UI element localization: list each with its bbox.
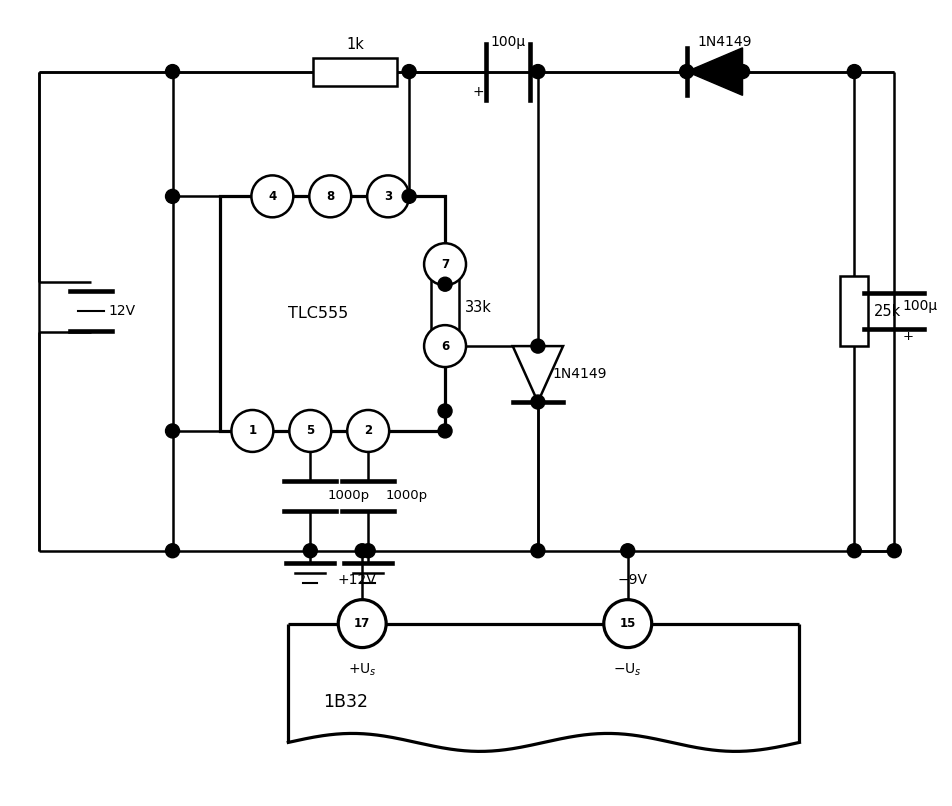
Text: 100μ: 100μ: [490, 35, 525, 48]
Text: 1N4149: 1N4149: [552, 367, 606, 381]
Text: 33k: 33k: [465, 300, 491, 314]
Text: 1B32: 1B32: [323, 693, 367, 712]
Circle shape: [338, 600, 386, 647]
Circle shape: [679, 64, 693, 78]
Text: 15: 15: [619, 617, 635, 630]
Circle shape: [166, 189, 179, 203]
Bar: [313, 57, 397, 85]
Text: 1: 1: [248, 425, 256, 438]
Circle shape: [303, 544, 317, 558]
Circle shape: [367, 176, 408, 218]
Text: +U$_s$: +U$_s$: [347, 662, 376, 678]
Text: 6: 6: [441, 339, 448, 352]
Text: 17: 17: [354, 617, 370, 630]
Circle shape: [530, 544, 545, 558]
Circle shape: [846, 544, 861, 558]
Circle shape: [886, 544, 901, 558]
Text: 4: 4: [268, 190, 276, 203]
Text: 1000p: 1000p: [385, 489, 426, 502]
Circle shape: [347, 410, 388, 452]
Text: +: +: [471, 85, 484, 98]
Circle shape: [231, 410, 273, 452]
Polygon shape: [512, 346, 563, 402]
Text: 7: 7: [441, 258, 448, 271]
Circle shape: [438, 404, 451, 418]
Text: 12V: 12V: [109, 304, 135, 318]
Circle shape: [166, 424, 179, 438]
Text: 100μ: 100μ: [902, 299, 937, 314]
Text: −9V: −9V: [617, 573, 647, 587]
Text: 5: 5: [306, 425, 314, 438]
Circle shape: [424, 243, 466, 285]
Text: −U$_s$: −U$_s$: [613, 662, 642, 678]
Circle shape: [309, 176, 351, 218]
Circle shape: [530, 64, 545, 78]
Text: 2: 2: [364, 425, 372, 438]
Circle shape: [438, 277, 451, 291]
Bar: [220, 197, 445, 431]
Circle shape: [402, 189, 416, 203]
Circle shape: [846, 64, 861, 78]
Text: +12V: +12V: [337, 573, 376, 587]
Polygon shape: [686, 48, 742, 95]
Text: 3: 3: [384, 190, 392, 203]
Circle shape: [530, 395, 545, 409]
Circle shape: [166, 64, 179, 78]
Circle shape: [402, 64, 416, 78]
Circle shape: [530, 339, 545, 353]
Text: 8: 8: [326, 190, 334, 203]
Text: 1k: 1k: [346, 36, 364, 52]
Circle shape: [166, 544, 179, 558]
Text: 1000p: 1000p: [327, 489, 369, 502]
Text: 1N4149: 1N4149: [697, 35, 751, 48]
Circle shape: [289, 410, 331, 452]
Circle shape: [355, 544, 368, 558]
Circle shape: [438, 424, 451, 438]
Circle shape: [251, 176, 293, 218]
Text: TLC555: TLC555: [288, 306, 347, 321]
Circle shape: [604, 600, 651, 647]
Text: +: +: [902, 330, 912, 343]
Bar: [840, 276, 867, 346]
Circle shape: [424, 325, 466, 367]
Text: 25k: 25k: [873, 304, 901, 318]
Bar: [430, 269, 459, 345]
Circle shape: [361, 544, 375, 558]
Circle shape: [620, 544, 634, 558]
Circle shape: [735, 64, 748, 78]
